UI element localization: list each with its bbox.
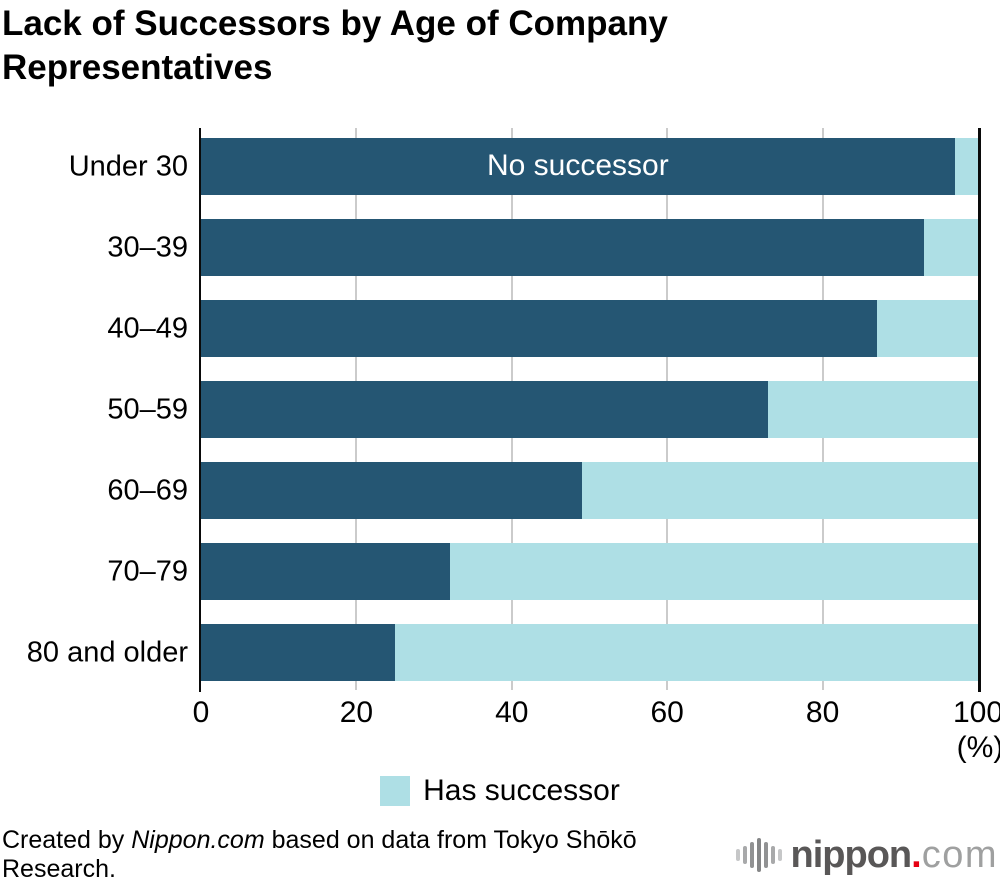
bar-segment-has-successor	[768, 381, 978, 438]
y-axis-label-1: 30–39	[107, 231, 188, 263]
x-axis-ticks: 0 20 40 60 80 100	[193, 696, 1000, 732]
logo-brand-text: nippon	[790, 833, 913, 876]
credit-suffix: based on data from Tokyo Shōkō Research.	[2, 826, 637, 883]
x-tick-label-80: 80	[805, 696, 840, 729]
y-axis-label-3: 50–59	[107, 393, 188, 425]
soundwave-icon	[735, 838, 782, 872]
bar-segment-has-successor	[449, 543, 978, 600]
y-axis-label-6: 80 and older	[26, 636, 188, 668]
chart-title: Lack of Successors by Age of Company Repr…	[2, 2, 668, 91]
legend-swatch-has-successor	[380, 776, 411, 806]
bar-row-4	[201, 462, 978, 519]
y-axis-label-2: 40–49	[107, 312, 188, 344]
bar-segment-no-successor	[201, 219, 924, 276]
y-axis-label-5: 70–79	[107, 555, 188, 587]
logo-red-dot: .	[911, 833, 922, 876]
y-axis-labels: Under 30 30–39 40–49 50–59 60–69 70–79 80 and …	[0, 128, 188, 686]
bar-segment-has-successor	[923, 219, 978, 276]
nippon-logo: nippon. com	[735, 832, 998, 878]
logo-tld-text: com	[921, 833, 998, 876]
bar-segment-no-successor	[201, 543, 450, 600]
x-axis-unit-label: (%)	[956, 731, 1000, 764]
bar-segment-no-successor	[201, 624, 396, 681]
x-tick-label-60: 60	[650, 696, 684, 729]
x-tick-label-0: 0	[192, 696, 210, 729]
chart-title-line1: Lack of Successors by Age of Company	[2, 4, 668, 43]
bar-segment-has-successor	[876, 300, 978, 357]
plot-area: No successor	[199, 128, 981, 692]
credit-line: Created by Nippon.com based on data from…	[2, 826, 736, 884]
y-axis-label-4: 60–69	[107, 474, 188, 506]
legend: Has successor	[0, 772, 1000, 810]
bar-segment-no-successor: No successor	[201, 138, 955, 195]
chart-title-line2: Representatives	[2, 48, 273, 88]
bar-row-0: No successor	[201, 138, 978, 195]
legend-label-has-successor: Has successor	[423, 774, 620, 807]
y-axis-label-0: Under 30	[68, 150, 188, 182]
bar-segment-has-successor	[395, 624, 978, 681]
x-tick-label-100: 100	[952, 696, 1000, 729]
bar-segment-no-successor	[201, 381, 769, 438]
x-tick-label-20: 20	[339, 696, 374, 729]
bar-segment-has-successor	[581, 462, 978, 519]
axis-line-0	[199, 128, 201, 692]
axis-line-100	[978, 128, 981, 692]
bar-segment-has-successor	[954, 138, 978, 195]
credit-prefix: Created by	[2, 826, 132, 854]
bar-series-label-no-successor: No successor	[486, 148, 669, 182]
footer: Created by Nippon.com based on data from…	[2, 826, 998, 883]
bar-row-2	[201, 300, 978, 357]
x-tick-label-40: 40	[495, 696, 529, 729]
bar-row-5	[201, 543, 978, 600]
credit-source: Nippon.com	[131, 826, 265, 854]
bar-row-1	[201, 219, 978, 276]
bar-segment-no-successor	[201, 462, 582, 519]
bar-segment-no-successor	[201, 300, 877, 357]
bar-row-3	[201, 381, 978, 438]
bar-row-6	[201, 624, 978, 681]
